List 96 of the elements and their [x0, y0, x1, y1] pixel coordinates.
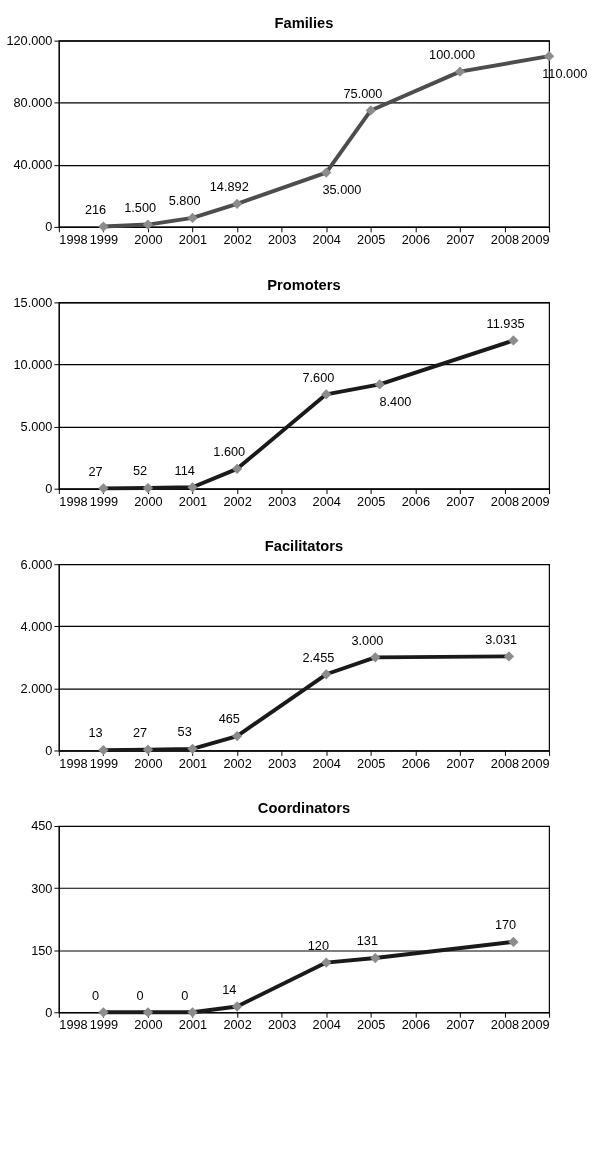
data-label: 53	[177, 724, 192, 740]
chart-title: Facilitators	[264, 538, 344, 555]
x-tick-label: 2001	[178, 755, 208, 771]
x-tick-label: 1998	[59, 493, 88, 509]
x-tick-label: 2001	[178, 493, 208, 509]
data-label: 3.000	[351, 632, 384, 648]
data-label: 75.000	[343, 85, 383, 101]
y-tick-label: 0	[45, 219, 53, 235]
data-label: 1.600	[213, 444, 246, 460]
data-label: 2.455	[302, 649, 335, 665]
data-label: 52	[133, 463, 148, 479]
x-tick-label: 2002	[223, 1017, 252, 1033]
data-label: 120	[307, 937, 330, 953]
y-tick-label: 450	[31, 818, 53, 834]
data-label: 27	[133, 724, 148, 740]
data-label: 216	[84, 201, 107, 217]
y-tick-label: 10.000	[13, 356, 53, 372]
x-tick-label: 2001	[178, 1017, 208, 1033]
data-label: 8.400	[379, 393, 412, 409]
y-tick-label: 80.000	[13, 95, 53, 111]
x-tick-label: 2003	[267, 232, 297, 248]
y-tick-label: 15.000	[13, 294, 53, 310]
y-tick-label: 0	[45, 481, 53, 497]
x-tick-label: 2005	[357, 232, 386, 248]
x-tick-label: 2007	[446, 493, 475, 509]
x-tick-label: 2005	[357, 493, 386, 509]
x-tick-label: 2007	[446, 1017, 475, 1033]
x-tick-label: 2009	[521, 1017, 550, 1033]
x-tick-label: 2004	[312, 493, 341, 509]
data-label: 131	[356, 933, 379, 949]
x-tick-label: 2000	[134, 493, 163, 509]
y-tick-label: 0	[45, 1004, 53, 1020]
data-label: 170	[494, 917, 517, 933]
x-tick-label: 2008	[490, 755, 520, 771]
data-label: 14	[222, 981, 237, 997]
data-label: 0	[92, 987, 100, 1003]
x-tick-label: 2003	[267, 755, 297, 771]
x-tick-label: 2005	[357, 1017, 386, 1033]
x-tick-label: 1998	[59, 755, 88, 771]
data-label: 7.600	[302, 369, 335, 385]
data-label: 100.000	[429, 46, 476, 62]
x-tick-label: 2000	[134, 755, 163, 771]
x-tick-label: 1999	[89, 232, 119, 248]
data-label: 14.892	[209, 179, 249, 195]
x-tick-label: 2001	[178, 232, 208, 248]
data-label: 27	[88, 463, 103, 479]
x-tick-label: 2003	[267, 1017, 297, 1033]
x-tick-label: 2004	[312, 1017, 341, 1033]
x-tick-label: 2004	[312, 755, 341, 771]
x-tick-label: 2006	[401, 755, 431, 771]
x-tick-label: 2008	[490, 1017, 520, 1033]
y-tick-label: 6.000	[20, 556, 53, 572]
x-tick-label: 2009	[521, 755, 550, 771]
x-tick-label: 1998	[59, 1017, 88, 1033]
x-tick-label: 2008	[490, 493, 520, 509]
x-tick-label: 2008	[490, 232, 520, 248]
data-label: 35.000	[322, 182, 362, 198]
data-label: 1.500	[124, 199, 157, 215]
data-label: 3.031	[485, 631, 518, 647]
y-tick-label: 120.000	[6, 33, 53, 49]
x-tick-label: 2002	[223, 755, 252, 771]
x-tick-label: 2006	[401, 232, 431, 248]
chart-title: Families	[274, 14, 334, 31]
x-tick-label: 1998	[59, 232, 88, 248]
x-tick-label: 1999	[89, 493, 119, 509]
chart-title: Coordinators	[257, 800, 351, 817]
data-label: 11.935	[486, 315, 525, 331]
x-tick-label: 2006	[401, 493, 431, 509]
data-label: 114	[174, 462, 195, 478]
x-tick-label: 2002	[223, 493, 252, 509]
x-tick-label: 2005	[357, 755, 386, 771]
data-label: 0	[136, 987, 144, 1003]
data-label: 13	[88, 725, 103, 741]
x-tick-label: 2004	[312, 232, 341, 248]
x-tick-label: 2009	[521, 493, 550, 509]
data-label: 5.800	[168, 193, 201, 209]
y-tick-label: 0	[45, 742, 53, 758]
data-label: 465	[218, 711, 240, 727]
x-tick-label: 2000	[134, 232, 163, 248]
y-tick-label: 5.000	[20, 419, 53, 435]
x-tick-label: 2003	[267, 493, 297, 509]
x-tick-label: 2009	[521, 232, 550, 248]
y-tick-label: 300	[31, 880, 53, 896]
x-tick-label: 2000	[134, 1017, 163, 1033]
y-tick-label: 4.000	[20, 618, 53, 634]
y-tick-label: 2.000	[20, 680, 53, 696]
y-tick-label: 150	[31, 942, 53, 958]
chart-title: Promoters	[267, 276, 341, 293]
x-tick-label: 2007	[446, 755, 475, 771]
x-tick-label: 1999	[89, 1017, 119, 1033]
x-tick-label: 1999	[89, 755, 119, 771]
x-tick-label: 2006	[401, 1017, 431, 1033]
x-tick-label: 2007	[446, 232, 475, 248]
x-tick-label: 2002	[223, 232, 252, 248]
y-tick-label: 40.000	[13, 157, 53, 173]
data-label: 0	[181, 987, 189, 1003]
